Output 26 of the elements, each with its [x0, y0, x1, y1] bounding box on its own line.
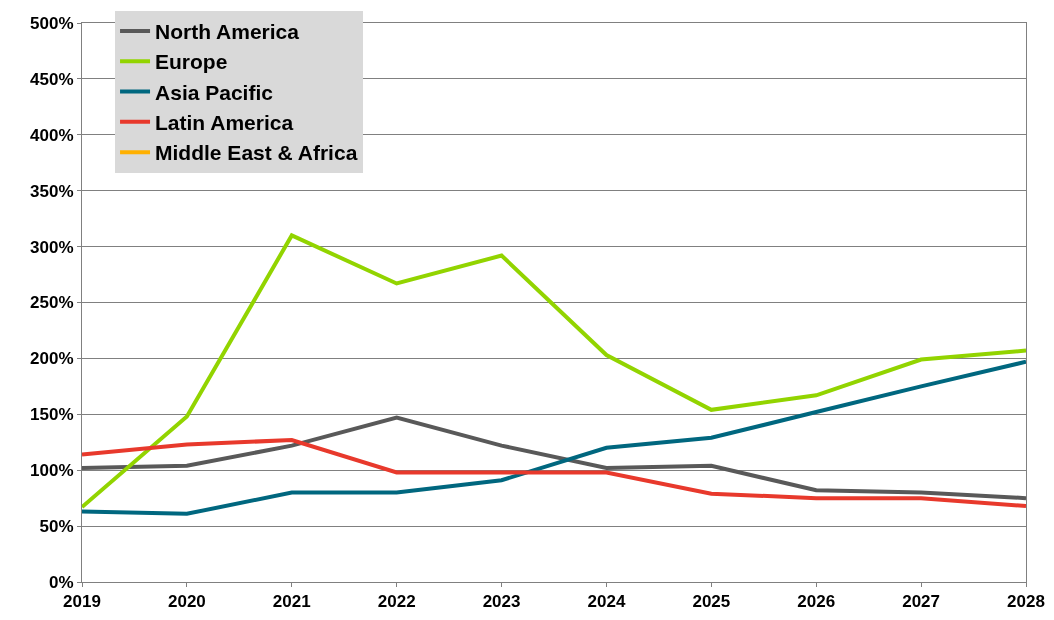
y-tick-label: 350%: [30, 181, 74, 201]
y-tick-label: 150%: [30, 405, 74, 425]
x-tick-label: 2028: [1007, 592, 1045, 612]
legend-label: Latin America: [155, 111, 294, 135]
y-tick-label: 400%: [30, 125, 74, 145]
y-tick-label: 500%: [30, 13, 74, 33]
x-tick-label: 2023: [482, 592, 521, 612]
legend-label: Europe: [155, 50, 228, 74]
y-tick-label: 50%: [39, 517, 74, 537]
legend-label: North America: [155, 20, 300, 44]
x-tick-label: 2026: [797, 592, 836, 612]
x-tick-label: 2025: [692, 592, 731, 612]
y-tick-label: 100%: [30, 461, 74, 481]
x-tick-label: 2019: [63, 592, 101, 612]
legend-label: Asia Pacific: [155, 80, 274, 104]
legend-label: Middle East & Africa: [155, 141, 358, 165]
x-tick-label: 2020: [167, 592, 206, 612]
x-tick-label: 2021: [272, 592, 311, 612]
y-tick-label: 300%: [30, 237, 74, 257]
x-tick-label: 2022: [377, 592, 416, 612]
y-tick-label: 200%: [30, 349, 74, 369]
y-tick-label: 0%: [49, 572, 74, 592]
x-tick-label: 2027: [902, 592, 941, 612]
x-tick-label: 2024: [587, 592, 626, 612]
y-tick-label: 250%: [30, 293, 74, 313]
y-tick-label: 450%: [30, 69, 74, 89]
